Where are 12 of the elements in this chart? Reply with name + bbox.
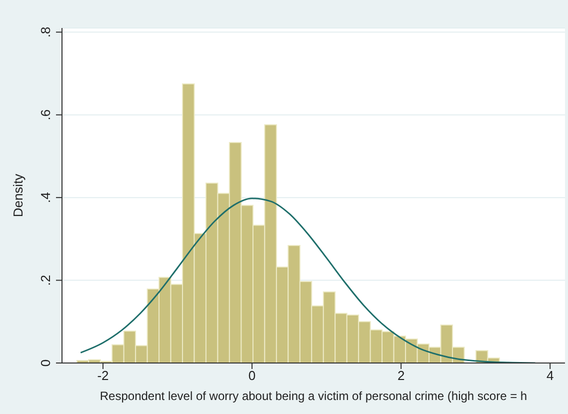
y-axis-title: Density	[10, 173, 26, 218]
y-tick-label: .2	[38, 274, 53, 286]
x-tick-label: -2	[97, 368, 109, 384]
line-series	[80, 198, 536, 363]
x-tick-label: 0	[248, 368, 256, 384]
x-tick-label: 4	[546, 368, 554, 384]
y-tick-label: .6	[38, 109, 53, 120]
y-tick-label: .8	[38, 26, 53, 38]
y-tick-label: 0	[38, 359, 53, 367]
x-axis-title: Respondent level of worry about being a victim of personal crime (high score = h	[100, 389, 528, 403]
x-tick-label: 2	[397, 368, 405, 384]
y-tick-label: .4	[38, 192, 53, 203]
